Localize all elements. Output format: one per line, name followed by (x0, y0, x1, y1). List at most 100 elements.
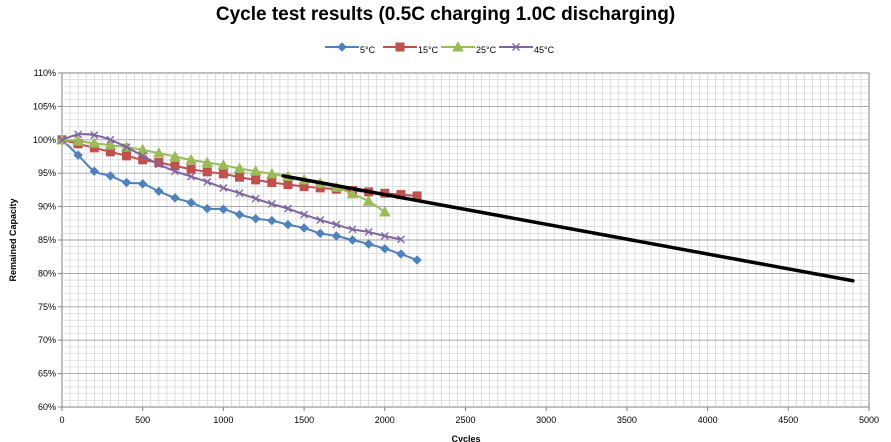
data-point (105, 171, 116, 181)
data-point (337, 42, 347, 52)
data-point (106, 135, 115, 144)
y-axis-ticks: 60% 65% 70% 75% 80% 85% 90% 95% 100% 105% 110% (33, 68, 62, 412)
data-point (122, 143, 131, 152)
data-point (316, 215, 325, 224)
x-tick-label: 3000 (536, 415, 556, 425)
data-point (380, 243, 390, 254)
data-point (283, 219, 293, 230)
data-point (89, 166, 99, 176)
y-tick-label: 80% (38, 268, 56, 278)
data-point (250, 213, 261, 224)
data-point (332, 220, 341, 229)
data-point (300, 210, 309, 219)
data-point (233, 162, 246, 174)
data-point (218, 169, 228, 179)
trend-line-group (281, 174, 855, 283)
data-point (265, 167, 278, 179)
data-point (58, 135, 66, 144)
data-point (74, 130, 83, 139)
y-tick-label: 65% (38, 369, 56, 379)
data-point (348, 225, 357, 234)
legend-entry: 25°C (441, 40, 497, 55)
legend-entry: 15°C (383, 42, 439, 55)
grid-lines (61, 72, 870, 408)
x-tick-label: 5000 (859, 415, 879, 425)
data-point (122, 151, 132, 161)
data-point (202, 203, 212, 214)
data-point (138, 151, 147, 160)
data-point (235, 172, 245, 182)
legend-entry: 5°C (325, 42, 376, 55)
data-point (396, 235, 405, 244)
data-point (201, 156, 214, 168)
chart-title: Cycle test results (0.5C charging 1.0C d… (215, 4, 676, 25)
data-point (364, 227, 373, 236)
y-tick-label: 70% (38, 335, 56, 345)
data-point (380, 231, 389, 240)
x-tick-label: 0 (59, 415, 64, 425)
data-point (347, 235, 358, 245)
data-point (234, 209, 245, 220)
x-axis-ticks: 0 500 1000 1500 2000 2500 3000 3500 4000 4500 5000 (59, 407, 879, 425)
data-point (267, 178, 277, 188)
data-point (185, 153, 197, 165)
data-point (219, 183, 228, 192)
data-point (362, 195, 375, 206)
x-tick-label: 2000 (375, 415, 395, 425)
data-point (267, 215, 277, 226)
data-point (251, 175, 261, 185)
y-tick-label: 105% (33, 101, 56, 111)
data-point (203, 177, 212, 186)
data-point (169, 150, 181, 161)
data-point (170, 193, 180, 203)
data-point (121, 177, 132, 188)
data-point (90, 131, 99, 140)
data-point (186, 197, 196, 208)
legend-entry: 45°C (499, 43, 555, 55)
data-point (136, 143, 149, 155)
data-point (396, 249, 406, 259)
x-tick-label: 4500 (778, 415, 798, 425)
y-tick-label: 110% (34, 68, 56, 78)
data-point (104, 139, 117, 150)
data-point (346, 187, 359, 199)
data-point (137, 179, 148, 189)
data-point (154, 186, 164, 196)
data-point (251, 194, 260, 203)
x-tick-label: 2500 (455, 415, 475, 425)
data-point (88, 137, 101, 148)
y-tick-label: 60% (38, 402, 56, 412)
data-point (512, 43, 520, 51)
y-tick-label: 90% (38, 202, 56, 212)
data-point (395, 42, 405, 52)
data-point (186, 164, 196, 174)
data-point (363, 239, 374, 249)
data-point (218, 204, 229, 214)
y-tick-label: 95% (38, 168, 56, 178)
data-point (170, 161, 180, 171)
x-tick-label: 1000 (213, 415, 233, 425)
y-axis-label: Remained Capacity (8, 198, 18, 281)
data-point (187, 172, 196, 181)
data-point (202, 167, 212, 177)
series-line (61, 133, 402, 241)
data-point (299, 223, 309, 233)
y-tick-label: 85% (38, 235, 56, 245)
legend-label: 25°C (476, 45, 497, 55)
data-point (315, 228, 325, 239)
data-point (152, 147, 165, 158)
data-point (217, 159, 230, 170)
x-axis-label: Cycles (451, 434, 480, 442)
x-tick-label: 3500 (617, 415, 637, 425)
data-point (283, 180, 293, 190)
series-x (58, 130, 405, 244)
y-tick-label: 100% (33, 135, 56, 145)
legend-label: 5°C (360, 45, 376, 55)
data-point (378, 205, 391, 217)
data-point (235, 189, 244, 198)
data-point (412, 255, 422, 265)
data-point (267, 199, 276, 208)
data-point (72, 135, 84, 146)
data-point (73, 150, 83, 160)
